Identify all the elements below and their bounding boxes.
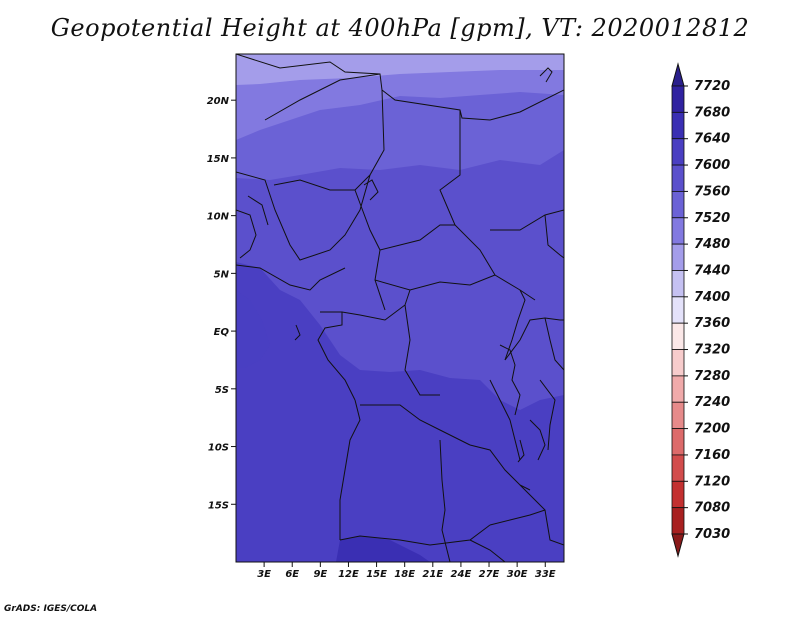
country-borders: [236, 54, 564, 562]
colorbar-label: 7240: [694, 395, 730, 410]
y-tick-label: 10N: [207, 212, 230, 223]
colorbar-label: 7280: [694, 369, 730, 384]
colorbar-segment: [671, 85, 685, 113]
x-tick-label: 9E: [313, 569, 327, 580]
colorbar-label: 7160: [694, 448, 730, 463]
colorbar-segment: [671, 217, 685, 245]
contour-band-7680: [336, 536, 430, 562]
colorbar-segment: [671, 480, 685, 509]
colorbar-label: 7720: [694, 79, 730, 94]
colorbar-segment: [671, 296, 685, 324]
colorbar-segment: [671, 322, 685, 350]
y-tick-label: 15N: [207, 154, 230, 165]
x-tick-label: 33E: [535, 569, 556, 580]
colorbar-label: 7400: [694, 290, 730, 305]
x-tick-label: 12E: [338, 569, 359, 580]
colorbar-label: 7440: [694, 263, 730, 278]
colorbar-segment: [671, 375, 685, 403]
colorbar-segment: [671, 401, 685, 429]
colorbar-segment: [671, 428, 685, 456]
footer-credit: GrADS: IGES/COLA: [4, 604, 98, 614]
colorbar-label: 7030: [694, 527, 730, 542]
contour-band-7640: [236, 262, 564, 562]
x-axis-ticks: 3E 6E 9E 12E 15E 18E 21E 24E 27E 30E 33E: [257, 562, 556, 580]
y-tick-label: 15S: [208, 500, 229, 511]
x-tick-label: 3E: [257, 569, 271, 580]
colorbar-label: 7520: [694, 211, 730, 226]
y-tick-label: EQ: [214, 327, 230, 338]
colorbar-label: 7600: [694, 158, 730, 173]
y-tick-label: 20N: [207, 96, 230, 107]
colorbar-segment: [671, 111, 685, 140]
colorbar-label: 7680: [694, 105, 730, 120]
contour-band-7640-lobe: [236, 290, 270, 368]
colorbar-segment: [671, 507, 685, 535]
colorbar-segment: [671, 164, 685, 192]
colorbar-segment: [671, 454, 685, 482]
y-tick-label: 5N: [214, 269, 230, 280]
colorbar-label: 7480: [694, 237, 730, 252]
colorbar-segment: [671, 138, 685, 166]
colorbar-label: 7320: [694, 343, 730, 358]
x-tick-label: 27E: [479, 569, 500, 580]
colorbar-segment: [671, 191, 685, 219]
x-tick-label: 6E: [285, 569, 299, 580]
contour-band-7520: [236, 54, 564, 85]
colorbar-label: 7120: [694, 474, 730, 489]
colorbar-segment: [671, 243, 685, 271]
colorbar-label: 7080: [694, 501, 730, 516]
x-tick-label: 24E: [451, 569, 472, 580]
colorbar: 7720 7680 7640 7600 7560 7520 7480 7440 7400 7360…: [671, 62, 730, 558]
colorbar-segment: [671, 270, 685, 298]
colorbar-label: 7360: [694, 316, 730, 331]
y-tick-label: 5S: [215, 385, 229, 396]
x-tick-label: 18E: [394, 569, 415, 580]
map-frame: [235, 53, 565, 563]
colorbar-label: 7560: [694, 184, 730, 199]
colorbar-label: 7640: [694, 132, 730, 147]
x-tick-label: 21E: [422, 569, 443, 580]
y-axis-ticks: 20N 15N 10N 5N EQ 5S 10S 15S: [207, 96, 236, 511]
y-tick-label: 10S: [208, 443, 229, 454]
colorbar-top-arrow: [671, 62, 685, 87]
chart-title: Geopotential Height at 400hPa [gpm], VT:…: [50, 14, 750, 42]
x-tick-label: 15E: [366, 569, 387, 580]
colorbar-segment: [671, 349, 685, 377]
x-tick-label: 30E: [507, 569, 528, 580]
colorbar-label: 7200: [694, 422, 730, 437]
contour-field: [236, 54, 564, 562]
colorbar-bottom-arrow: [671, 533, 685, 558]
